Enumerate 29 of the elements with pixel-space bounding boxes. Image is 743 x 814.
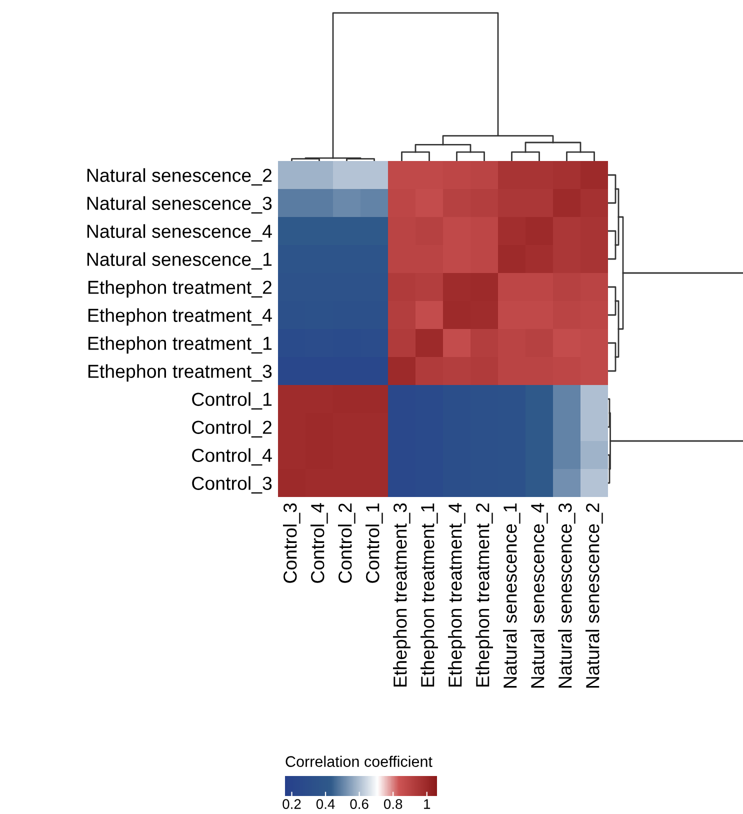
x-tick-label: Ethephon treatment_2 [476,503,493,687]
color-bar-label: 0.8 [384,799,402,809]
color-bar-label: 0.6 [350,799,368,809]
color-bar-title: Correlation coefficient [286,756,432,767]
y-tick-label: Natural senescence_2 [87,168,272,186]
x-tick-label: Natural senescence_2 [586,503,603,688]
x-tick-label: Control_1 [366,503,383,583]
y-tick-label: Ethephon treatment_3 [88,364,272,382]
y-tick-label: Ethephon treatment_1 [88,336,272,354]
x-tick-label: Natural senescence_4 [530,503,548,688]
y-tick-label: Natural senescence_3 [87,196,272,214]
x-tick-label: Ethephon treatment_4 [448,503,466,687]
color-bar-label: 0.2 [282,799,301,809]
y-tick-label: Ethephon treatment_4 [88,308,272,326]
x-tick-label: Control_4 [310,503,328,583]
x-tick-label: Natural senescence_3 [558,503,576,688]
y-tick-label: Control_1 [192,392,272,410]
color-bar-label: 0.4 [316,799,335,809]
y-tick-label: Ethephon treatment_2 [88,280,272,298]
x-tick-label: Ethephon treatment_1 [420,503,438,687]
y-tick-label: Natural senescence_1 [87,252,272,270]
x-tick-label: Natural senescence_1 [503,503,520,688]
y-tick-label: Control_4 [192,448,272,466]
y-tick-label: Natural senescence_4 [87,224,272,242]
x-tick-label: Control_2 [338,503,356,583]
y-tick-label: Control_3 [192,476,272,494]
color-bar-label: 1 [424,799,430,809]
x-tick-label: Ethephon treatment_3 [393,503,410,687]
y-tick-label: Control_2 [192,420,272,438]
